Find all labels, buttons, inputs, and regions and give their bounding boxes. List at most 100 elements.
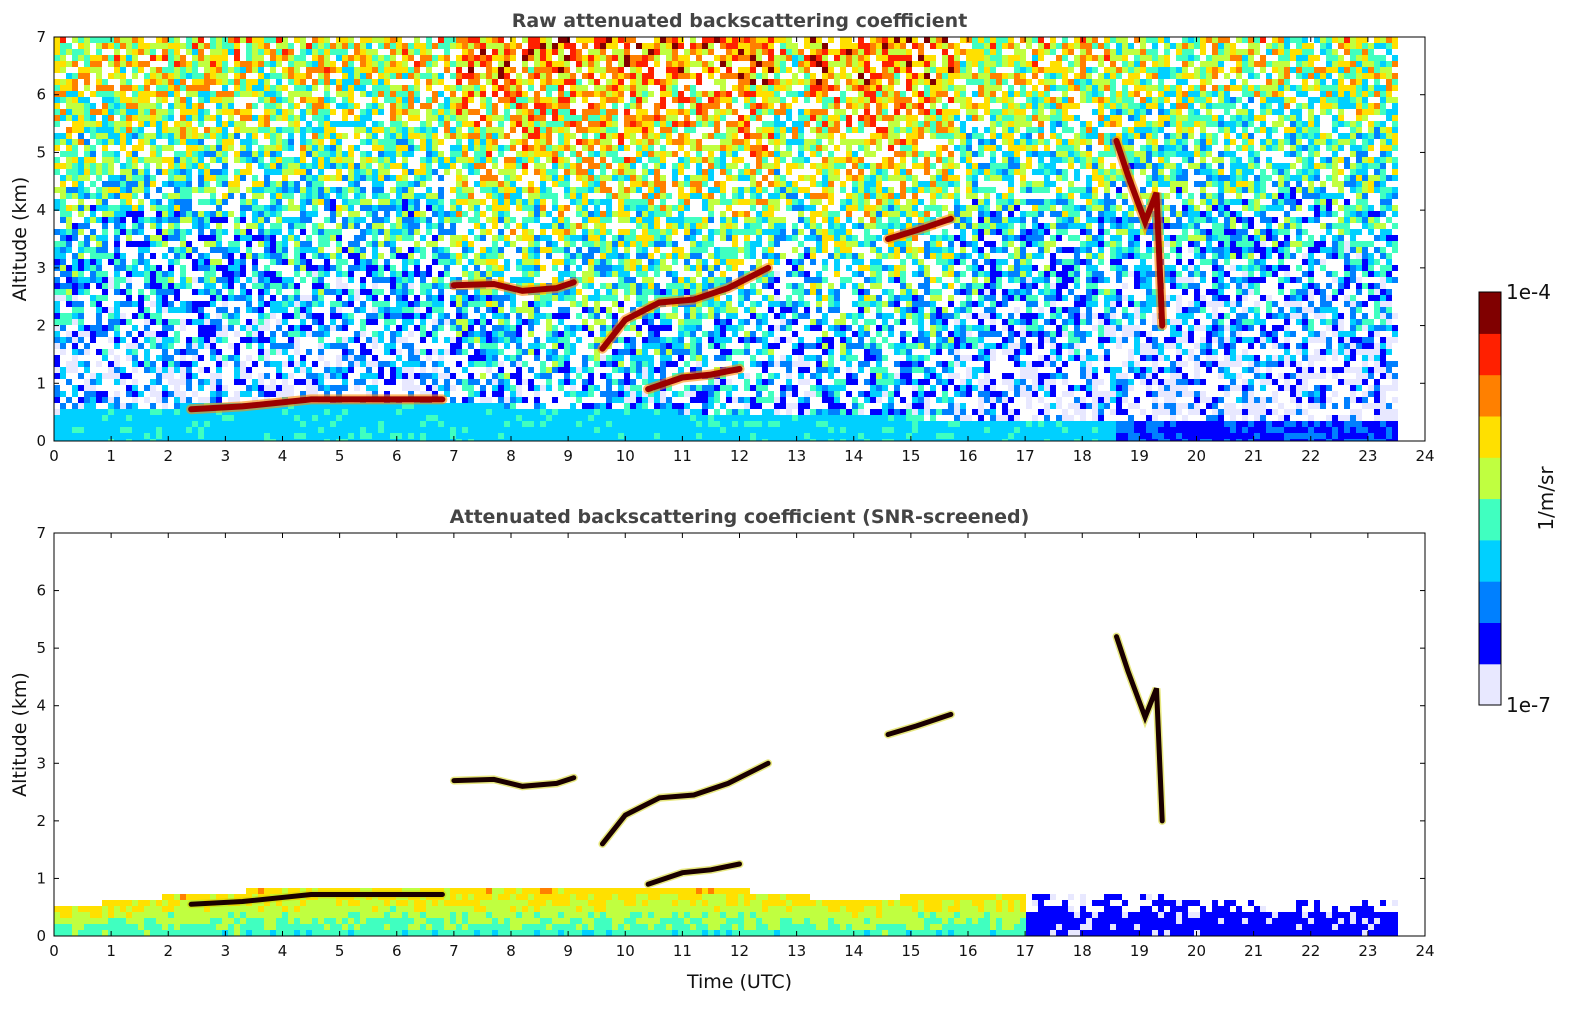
- x-tick-label: 14: [844, 447, 863, 465]
- colorbar-segment: [1479, 422, 1501, 431]
- x-tick-label: 11: [673, 942, 692, 960]
- y-tick-label: 5: [36, 639, 46, 657]
- x-tick-label: 9: [563, 447, 573, 465]
- colorbar-frame: [1478, 291, 1502, 706]
- colorbar-segment: [1479, 539, 1501, 548]
- x-tick-label: 3: [221, 942, 231, 960]
- x-tick-label: 0: [49, 942, 59, 960]
- x-tick-label: 17: [1016, 447, 1035, 465]
- colorbar-segment: [1479, 347, 1501, 355]
- cloud-feature: [450, 279, 577, 294]
- colorbar-segment: [1479, 395, 1501, 403]
- colorbar-segment: [1479, 367, 1501, 376]
- colorbar-segment: [1479, 649, 1501, 658]
- x-tick-label: 22: [1301, 447, 1320, 465]
- y-tick-label: 4: [36, 697, 46, 715]
- x-tick-label: 5: [335, 942, 345, 960]
- colorbar-segment: [1479, 615, 1501, 623]
- cloud-feature: [885, 711, 954, 737]
- colorbar-segment: [1479, 677, 1501, 685]
- colorbar-segment: [1479, 402, 1501, 410]
- y-axis-label: Altitude (km): [9, 177, 31, 302]
- colorbar-segment: [1479, 684, 1501, 692]
- y-tick-label: 5: [36, 143, 46, 161]
- x-tick-label: 18: [1073, 447, 1092, 465]
- cloud-feature: [188, 396, 446, 413]
- colorbar-segment: [1479, 546, 1501, 555]
- colorbar-segment: [1479, 436, 1501, 445]
- colorbar-segment: [1479, 663, 1501, 672]
- x-tick-label: 20: [1187, 447, 1206, 465]
- colorbar-segment: [1479, 532, 1501, 541]
- x-tick-label: 20: [1187, 942, 1206, 960]
- colorbar-segment: [1479, 587, 1501, 596]
- x-tick-label: 0: [49, 447, 59, 465]
- y-axis-label: Altitude (km): [9, 672, 31, 797]
- y-tick-label: 0: [36, 927, 46, 945]
- colorbar-segment: [1479, 656, 1501, 665]
- heatmap: [54, 632, 1398, 936]
- x-tick-label: 15: [901, 942, 920, 960]
- x-tick-label: 10: [616, 447, 635, 465]
- cloud-feature: [451, 775, 577, 789]
- y-tick-label: 7: [36, 524, 46, 542]
- x-tick-label: 19: [1130, 942, 1149, 960]
- x-tick-label: 12: [730, 942, 749, 960]
- x-tick-label: 4: [278, 942, 288, 960]
- x-tick-label: 9: [563, 942, 573, 960]
- x-tick-label: 8: [506, 942, 516, 960]
- colorbar-segment: [1479, 519, 1501, 527]
- colorbar-segment: [1479, 298, 1501, 307]
- x-tick-label: 1: [106, 942, 116, 960]
- colorbar-segment: [1479, 415, 1501, 424]
- x-tick-label: 17: [1016, 942, 1035, 960]
- x-tick-label: 10: [616, 942, 635, 960]
- colorbar-segment: [1479, 491, 1501, 500]
- x-tick-label: 6: [392, 447, 402, 465]
- x-axis-label: Time (UTC): [686, 971, 792, 993]
- colorbar-segment: [1479, 381, 1501, 389]
- colorbar-segment: [1479, 601, 1501, 610]
- y-tick-label: 3: [36, 754, 46, 772]
- x-tick-label: 24: [1415, 942, 1434, 960]
- x-tick-label: 19: [1130, 447, 1149, 465]
- x-tick-label: 7: [449, 942, 459, 960]
- colorbar-segment: [1479, 560, 1501, 568]
- x-tick-label: 16: [958, 447, 977, 465]
- colorbar-segment: [1479, 594, 1501, 603]
- colorbar-segment: [1479, 292, 1501, 300]
- y-tick-label: 2: [36, 317, 46, 335]
- chart-title: Raw attenuated backscattering coefficien…: [512, 10, 968, 32]
- colorbar-segment: [1479, 388, 1501, 396]
- colorbar-segment: [1479, 698, 1501, 706]
- colorbar-segment: [1479, 608, 1501, 617]
- colorbar-segment: [1479, 691, 1501, 699]
- colorbar-segment: [1479, 581, 1501, 589]
- colorbar-max-label: 1e-4: [1506, 280, 1551, 304]
- x-tick-label: 23: [1358, 942, 1377, 960]
- x-tick-label: 24: [1415, 447, 1434, 465]
- colorbar-segment: [1479, 326, 1501, 334]
- colorbar-segment: [1479, 567, 1501, 575]
- y-tick-label: 1: [36, 869, 46, 887]
- panel-2: 0 1 2 3 4 5 6 7 8 9 10 11 12 13 14 15 16 17 18 19 20 21 22 23 24…: [9, 506, 1435, 993]
- cloud-feature: [599, 264, 772, 352]
- panel-1: 0 1 2 3 4 5 6 7 8 9 10 11 12 13 14 15 16 17 18 19 20 21 22 23 24…: [9, 10, 1435, 465]
- x-tick-label: 12: [730, 447, 749, 465]
- heatmap: [54, 37, 1398, 441]
- cloud-feature: [1113, 137, 1166, 329]
- colorbar-segment: [1479, 477, 1501, 486]
- x-tick-label: 21: [1244, 447, 1263, 465]
- colorbar-segment: [1479, 409, 1501, 417]
- colorbar-segment: [1479, 443, 1501, 451]
- colorbar-segment: [1479, 374, 1501, 383]
- colorbar-segment: [1479, 353, 1501, 362]
- y-tick-label: 0: [36, 432, 46, 450]
- x-tick-label: 4: [278, 447, 288, 465]
- y-tick-label: 6: [36, 86, 46, 104]
- colorbar-segment: [1479, 457, 1501, 465]
- colorbar-segment: [1479, 636, 1501, 644]
- colorbar-segment: [1479, 629, 1501, 637]
- y-tick-label: 3: [36, 259, 46, 277]
